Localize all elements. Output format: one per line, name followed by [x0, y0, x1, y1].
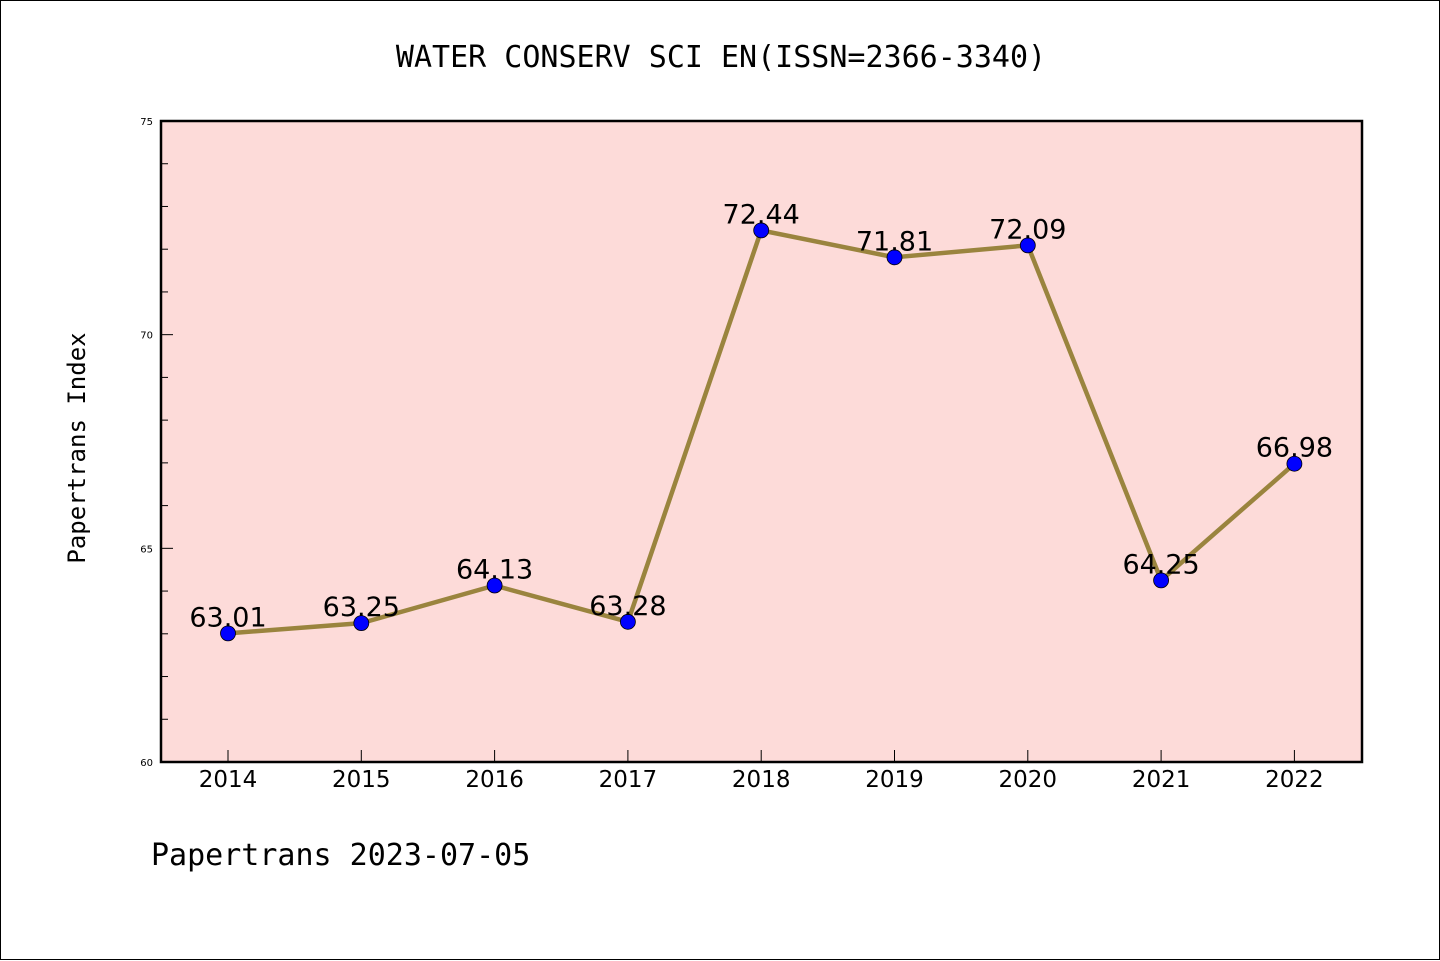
data-label: 63.01 — [189, 602, 266, 633]
data-point — [1153, 572, 1169, 589]
data-point — [486, 577, 503, 594]
data-point — [886, 249, 903, 266]
data-label: 72.09 — [989, 214, 1066, 245]
x-tick-label: 2021 — [1132, 767, 1191, 793]
series — [220, 222, 1303, 642]
x-tick-label: 2018 — [732, 767, 791, 793]
x-tick-label: 2015 — [332, 767, 391, 793]
data-label: 66.98 — [1256, 433, 1333, 464]
footer-date: Papertrans 2023-07-05 — [151, 838, 530, 873]
x-tick-label: 2019 — [865, 767, 924, 793]
y-axis-label: Papertrans Index — [63, 332, 91, 563]
x-tick-label: 2016 — [465, 767, 524, 793]
y-tick-label: 70 — [140, 331, 153, 342]
data-label: 71.81 — [856, 226, 933, 257]
x-axis: 2014 2015 2016 2017 2018 2019 2020 2021 2022 — [199, 750, 1324, 793]
x-tick-label: 2022 — [1265, 767, 1324, 793]
data-point — [353, 615, 370, 632]
y-tick-label: 60 — [140, 758, 153, 769]
data-label: 72.44 — [723, 199, 800, 230]
x-tick-label: 2017 — [599, 767, 658, 793]
data-labels: 63.01 63.25 64.13 63.28 72.44 71.81 72.09 64.25… — [189, 199, 1333, 633]
data-label: 64.25 — [1122, 549, 1199, 580]
chart-title: WATER CONSERV SCI EN(ISSN=2366-3340) — [396, 40, 1046, 75]
y-tick-label: 65 — [140, 544, 153, 555]
data-point — [753, 222, 770, 239]
x-tick-label: 2014 — [199, 767, 258, 793]
data-point — [1286, 455, 1303, 472]
plot-border — [159, 119, 1364, 764]
data-point — [1019, 237, 1036, 254]
data-label: 63.25 — [323, 592, 400, 623]
data-point — [620, 613, 636, 630]
data-point — [220, 625, 236, 642]
y-tick-label: 75 — [140, 117, 153, 128]
x-tick-label: 2020 — [999, 767, 1058, 793]
data-label: 64.13 — [456, 555, 533, 586]
data-label: 63.28 — [589, 591, 666, 622]
